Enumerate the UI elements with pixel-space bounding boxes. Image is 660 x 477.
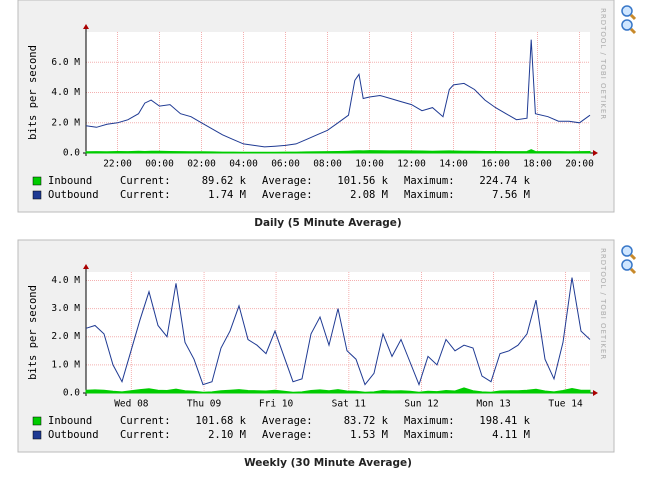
x-tick-label: 02:00 (187, 159, 216, 170)
stat-value: 198.41 k (479, 415, 530, 427)
y-tick-label: 4.0 M (51, 275, 80, 286)
legend-swatch (32, 176, 42, 186)
stat-value: 2.08 M (350, 189, 388, 201)
stat-value: 2.10 M (208, 429, 246, 441)
stat-label: Average: (262, 175, 313, 187)
x-tick-label: 00:00 (145, 159, 174, 170)
zoom-lens (621, 5, 633, 17)
zoom-handle (629, 13, 637, 21)
x-tick-label: Mon 13 (476, 399, 510, 410)
line (85, 277, 591, 387)
line (85, 39, 591, 148)
legend-swatch (32, 430, 42, 440)
zoom-icon[interactable] (621, 259, 637, 275)
stat-label: Average: (262, 415, 313, 427)
x-tick-label: Tue 14 (548, 399, 583, 410)
x-tick-label: 06:00 (271, 159, 300, 170)
stat-value: 1.74 M (208, 189, 246, 201)
stat-value: 7.56 M (492, 189, 530, 201)
stat-value: 101.68 k (195, 415, 246, 427)
legend-swatch (32, 416, 42, 426)
watermark: RRDTOOL / TOBI OETIKER (599, 8, 607, 120)
stat-label: Maximum: (404, 429, 455, 441)
legend-swatch (32, 190, 42, 200)
zoom-icon[interactable] (621, 19, 637, 35)
area (85, 149, 591, 154)
zoom-icon[interactable] (621, 5, 637, 21)
plot-area (86, 272, 590, 393)
x-tick-label: 04:00 (229, 159, 258, 170)
stat-value: 1.53 M (350, 429, 388, 441)
legend-label: Outbound (48, 189, 99, 201)
stat-label: Maximum: (404, 189, 455, 201)
x-tick-label: Wed 08 (114, 399, 149, 410)
y-axis-label: bits per second (27, 45, 39, 140)
zoom-handle (629, 253, 637, 261)
zoom-handle (629, 267, 637, 275)
legend-label: Outbound (48, 429, 99, 441)
y-tick-label: 0.0 (63, 388, 80, 399)
legend-label: Inbound (48, 175, 92, 187)
chart-title: Daily (5 Minute Average) (254, 217, 401, 229)
y-tick-label: 3.0 M (51, 303, 80, 314)
stat-label: Current: (120, 189, 171, 201)
zoom-lens (621, 245, 633, 257)
x-tick-label: 12:00 (397, 159, 426, 170)
x-tick-label: Sat 11 (332, 399, 367, 410)
y-tick-label: 2.0 M (51, 331, 80, 342)
stat-value: 89.62 k (202, 175, 247, 187)
axis-arrow (593, 390, 598, 396)
x-tick-label: 10:00 (355, 159, 384, 170)
watermark: RRDTOOL / TOBI OETIKER (599, 248, 607, 360)
stat-label: Average: (262, 189, 313, 201)
zoom-icon[interactable] (621, 245, 637, 261)
chart-title: Weekly (30 Minute Average) (244, 457, 412, 469)
x-tick-label: Thu 09 (187, 399, 222, 410)
y-tick-label: 1.0 M (51, 359, 80, 370)
y-tick-label: 4.0 M (51, 87, 80, 98)
zoom-handle (629, 27, 637, 35)
zoom-lens (621, 259, 633, 271)
stat-label: Maximum: (404, 415, 455, 427)
x-tick-label: 22:00 (103, 159, 132, 170)
zoom-lens (621, 19, 633, 31)
stat-value: 224.74 k (479, 175, 530, 187)
x-tick-label: 16:00 (481, 159, 510, 170)
x-tick-label: 18:00 (523, 159, 552, 170)
stat-label: Current: (120, 415, 171, 427)
stat-value: 83.72 k (344, 415, 389, 427)
stat-value: 101.56 k (337, 175, 388, 187)
stat-label: Average: (262, 429, 313, 441)
y-tick-label: 2.0 M (51, 117, 80, 128)
y-tick-label: 6.0 M (51, 57, 80, 68)
stat-value: 4.11 M (492, 429, 530, 441)
x-tick-label: 08:00 (313, 159, 342, 170)
x-tick-label: Fri 10 (259, 399, 294, 410)
x-tick-label: 20:00 (565, 159, 594, 170)
area (85, 387, 591, 394)
axis-arrow (593, 150, 598, 156)
legend-label: Inbound (48, 415, 92, 427)
stat-label: Current: (120, 175, 171, 187)
stat-label: Current: (120, 429, 171, 441)
y-axis-label: bits per second (27, 285, 39, 380)
stat-label: Maximum: (404, 175, 455, 187)
x-tick-label: Sun 12 (404, 399, 438, 410)
y-tick-label: 0.0 (63, 148, 80, 159)
axis-arrow (83, 24, 89, 29)
axis-arrow (83, 264, 89, 269)
x-tick-label: 14:00 (439, 159, 468, 170)
